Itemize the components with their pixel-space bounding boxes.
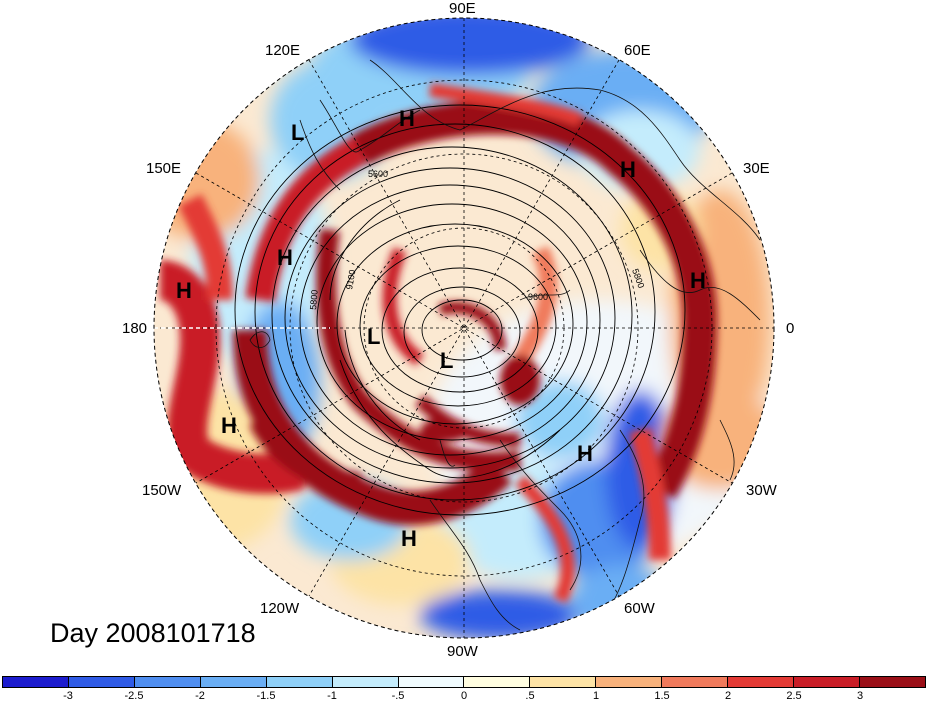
lon-label-60w: 60W <box>624 600 655 617</box>
high-marker: H <box>399 106 415 131</box>
colorbar-tick-label: -2 <box>195 690 205 702</box>
lon-label-90e: 90E <box>449 0 476 17</box>
colorbar-tick-label: 1 <box>592 690 600 702</box>
lon-label-120w: 120W <box>260 600 300 617</box>
high-marker: H <box>690 268 706 293</box>
high-marker: H <box>577 441 593 466</box>
contour-label: 9600 <box>528 292 548 302</box>
colorbar-segment <box>530 677 597 687</box>
colorbar-segment <box>266 677 333 687</box>
map-border <box>153 17 775 639</box>
colorbar-segment <box>662 677 729 687</box>
height-contours <box>234 104 686 516</box>
lon-label-150w: 150W <box>142 482 182 499</box>
lon-label-90w: 90W <box>447 643 478 660</box>
contour-label: 5600 <box>368 169 388 179</box>
colorbar-segment <box>596 677 663 687</box>
colorbar-segment <box>464 677 531 687</box>
lon-label-60e: 60E <box>624 42 651 59</box>
high-marker: H <box>401 526 417 551</box>
day-label: Day 2008101718 <box>50 618 256 648</box>
colorbar-segment <box>200 677 267 687</box>
colorbar-tick-label: -1.5 <box>256 690 276 702</box>
contour-label: 5800 <box>308 289 320 310</box>
colorbar-tick-label: -.5 <box>391 690 405 702</box>
low-marker: L <box>367 324 381 349</box>
lon-label-150e: 150E <box>146 160 182 177</box>
colorbar-tick-label: -3 <box>63 690 73 702</box>
colorbar-tick-label: 2.5 <box>786 690 802 702</box>
colorbar-tick-label: 0 <box>460 690 468 702</box>
colorbar-segment <box>3 677 69 687</box>
lon-label-180: 180 <box>122 320 148 337</box>
lon-label-30e: 30E <box>743 160 770 177</box>
colorbar-tick-label: 3 <box>856 690 864 702</box>
colorbar-segment <box>398 677 465 687</box>
low-marker: L <box>291 120 305 145</box>
colorbar <box>2 676 926 688</box>
high-marker: H <box>277 245 293 270</box>
colorbar-segment <box>332 677 399 687</box>
colorbar-tick-label: -1 <box>327 690 337 702</box>
high-marker: H <box>176 278 192 303</box>
coastlines <box>249 59 761 631</box>
contour-label: 9100 <box>344 269 357 290</box>
colorbar-segment <box>859 677 925 687</box>
colorbar-tick-label: -2.5 <box>124 690 144 702</box>
anomaly-field <box>154 18 774 638</box>
lon-label-120e: 120E <box>265 42 301 59</box>
lon-label-30w: 30W <box>746 482 777 499</box>
colorbar-segment <box>134 677 201 687</box>
colorbar-segment <box>794 677 860 687</box>
colorbar-tick-label: 1.5 <box>654 690 670 702</box>
lon-label-0: 0 <box>786 320 795 337</box>
colorbar-tick-label: .5 <box>525 690 535 702</box>
high-marker: H <box>221 413 237 438</box>
colorbar-tick-label: 2 <box>724 690 732 702</box>
colorbar-segment <box>728 677 795 687</box>
low-marker: L <box>440 348 454 373</box>
colorbar-segment <box>68 677 135 687</box>
high-marker: H <box>620 157 636 182</box>
